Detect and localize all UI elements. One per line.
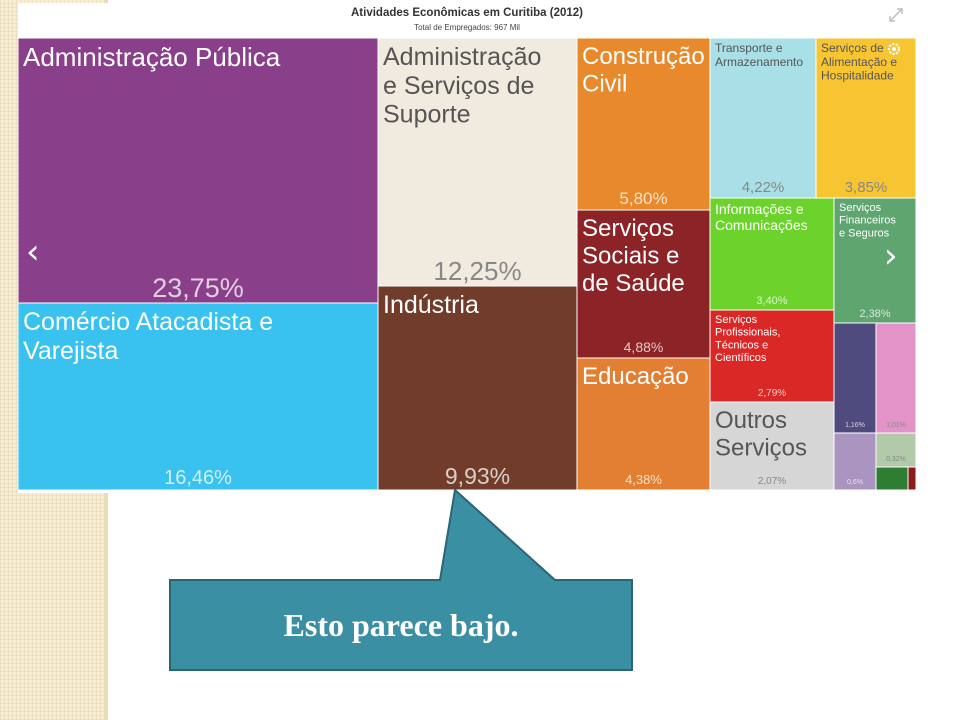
treemap-cell-label: Construção Civil (582, 43, 705, 98)
treemap-rect[interactable] (377, 37, 578, 287)
treemap-cell-value: 0,6% (847, 479, 863, 486)
treemap-cell[interactable]: Administração e Serviços de Suporte 12,25% (377, 37, 578, 287)
treemap-cell[interactable]: 1,16% (833, 322, 877, 434)
treemap-frame: Atividades Econômicas em Curitiba (2012)… (18, 3, 916, 493)
treemap-cell-value: 23,75% (152, 273, 244, 303)
chart-title: Atividades Econômicas em Curitiba (2012) (351, 7, 583, 19)
treemap-cell-label: Serviços Sociais e de Saúde (582, 215, 685, 297)
treemap-cell-label: Serviços Profissionais, Técnicos e Científi… (715, 314, 780, 364)
treemap-cell-label: Outros Serviços (715, 407, 807, 462)
treemap-cell-value: 3,85% (845, 179, 888, 196)
treemap-cell-label: Transporte e Armazenamento (715, 41, 803, 69)
treemap-cell-value: 2,07% (758, 476, 786, 487)
treemap-cell[interactable]: 0,6% (833, 432, 877, 491)
gear-icon[interactable] (886, 41, 902, 57)
treemap-cell-label: Comércio Atacadista e Varejista (23, 308, 273, 365)
treemap-cell-value: 4,88% (624, 339, 664, 355)
treemap-cell[interactable]: Outros Serviços 2,07% (709, 401, 835, 491)
treemap-rect[interactable] (18, 37, 379, 304)
treemap-rect[interactable] (576, 37, 711, 211)
treemap-cell-label: Serviços Financeiros e Seguros (839, 202, 896, 239)
treemap-cell-label: Serviços de Alimentação e Hospitalidade (821, 41, 897, 83)
treemap-rect[interactable] (907, 466, 916, 491)
treemap-cell-label: Administração Pública (23, 42, 281, 72)
treemap-cell[interactable]: 1,01% (875, 322, 916, 434)
treemap-cell-value: 1,01% (886, 422, 906, 429)
treemap-cell-value: 2,38% (859, 308, 890, 320)
expand-icon[interactable] (888, 7, 904, 23)
treemap-cell-value: 16,46% (164, 467, 232, 489)
treemap-cell-value: 3,40% (756, 295, 787, 307)
treemap-cell[interactable]: Serviços de Alimentação e Hospitalidade 3,8… (815, 37, 916, 199)
treemap-cell-value: 5,80% (619, 189, 667, 208)
treemap-cell[interactable]: Serviços Sociais e de Saúde 4,88% (576, 209, 711, 359)
treemap-cell[interactable]: Administração Pública 23,75% (18, 37, 379, 304)
callout-text: Esto parece bajo. (283, 606, 519, 643)
treemap-rect[interactable] (709, 37, 817, 199)
treemap-rect[interactable] (576, 357, 711, 491)
treemap-rect[interactable] (833, 322, 877, 434)
treemap-cell-value: 9,93% (445, 463, 510, 489)
next-arrow-icon[interactable]: › (884, 236, 898, 276)
treemap-cell[interactable]: Educação 4,38% (576, 357, 711, 491)
chart-subtitle: Total de Empregados: 967 Mil (414, 23, 520, 32)
treemap-cell[interactable]: Transporte e Armazenamento 4,22% (709, 37, 817, 199)
treemap-cell-label: Indústria (383, 291, 479, 319)
treemap-cell-value: 0,32% (886, 456, 906, 463)
treemap-cell[interactable] (907, 466, 916, 491)
treemap-rect[interactable] (815, 37, 916, 199)
treemap-rect[interactable] (875, 322, 916, 434)
treemap-cell[interactable]: Indústria 9,93% (377, 285, 578, 491)
treemap-cell-value: 4,22% (742, 179, 785, 196)
treemap-cell-label: Informações e Comunicações (715, 201, 808, 233)
treemap-cell-value: 1,16% (845, 422, 865, 429)
treemap-cell[interactable]: Serviços Profissionais, Técnicos e Científi… (709, 309, 835, 403)
treemap-cell-value: 12,25% (433, 256, 521, 286)
treemap-rect[interactable] (576, 209, 711, 359)
treemap-cell-label: Administração e Serviços de Suporte (383, 43, 541, 129)
treemap-rect[interactable] (709, 401, 835, 491)
treemap-rect[interactable] (709, 309, 835, 403)
treemap-cell[interactable]: Serviços Financeiros e Seguros 2,38% (833, 197, 916, 324)
treemap-rect[interactable] (833, 432, 877, 491)
treemap-rect[interactable] (377, 285, 578, 491)
treemap-cell-label: Educação (582, 363, 689, 390)
treemap-cell[interactable]: Comércio Atacadista e Varejista 16,46% (18, 302, 379, 491)
treemap-cell-value: 4,38% (625, 472, 662, 487)
treemap-cell[interactable]: Construção Civil 5,80% (576, 37, 711, 211)
treemap-rect[interactable] (833, 197, 916, 324)
prev-arrow-icon[interactable]: ‹ (26, 232, 40, 272)
treemap-cell-value: 2,79% (758, 388, 786, 399)
